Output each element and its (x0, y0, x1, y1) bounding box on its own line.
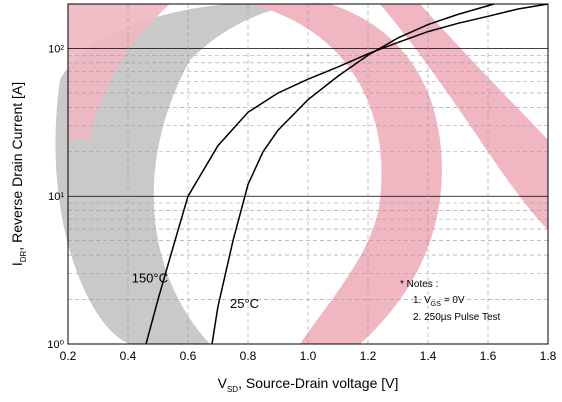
x-tick-label: 0.8 (240, 349, 257, 363)
notes-title: * Notes : (400, 279, 438, 290)
x-tick-label: 1.4 (420, 349, 437, 363)
line-series (211, 3, 495, 345)
y-tick-label: 10¹ (48, 191, 64, 203)
x-tick-label: 0.6 (180, 349, 197, 363)
x-tick-label: 1.6 (480, 349, 497, 363)
x-tick-label: 1.2 (360, 349, 377, 363)
notes: * Notes : 1. VGS = 0V 2. 250µs Pulse Tes… (400, 279, 501, 323)
series-label: 25°C (230, 296, 259, 311)
series-label: 150°C (132, 271, 168, 286)
x-tick-label: 1.0 (300, 349, 317, 363)
x-tick-label: 1.8 (540, 349, 557, 363)
x-tick-label: 0.4 (120, 349, 137, 363)
watermark (55, 3, 548, 344)
x-axis-label: VSD, Source-Drain voltage [V] (218, 375, 399, 394)
x-tick-label: 0.2 (60, 349, 77, 363)
y-tick-label: 10² (48, 43, 64, 55)
plot-frame (67, 3, 549, 345)
y-tick-label: 10⁰ (47, 339, 64, 351)
line-series (145, 3, 549, 345)
notes-line: 2. 250µs Pulse Test (413, 312, 501, 323)
y-axis-label: IDR, Reverse Drain Current [A] (9, 82, 28, 266)
notes-line: 1. VGS = 0V (413, 295, 465, 308)
